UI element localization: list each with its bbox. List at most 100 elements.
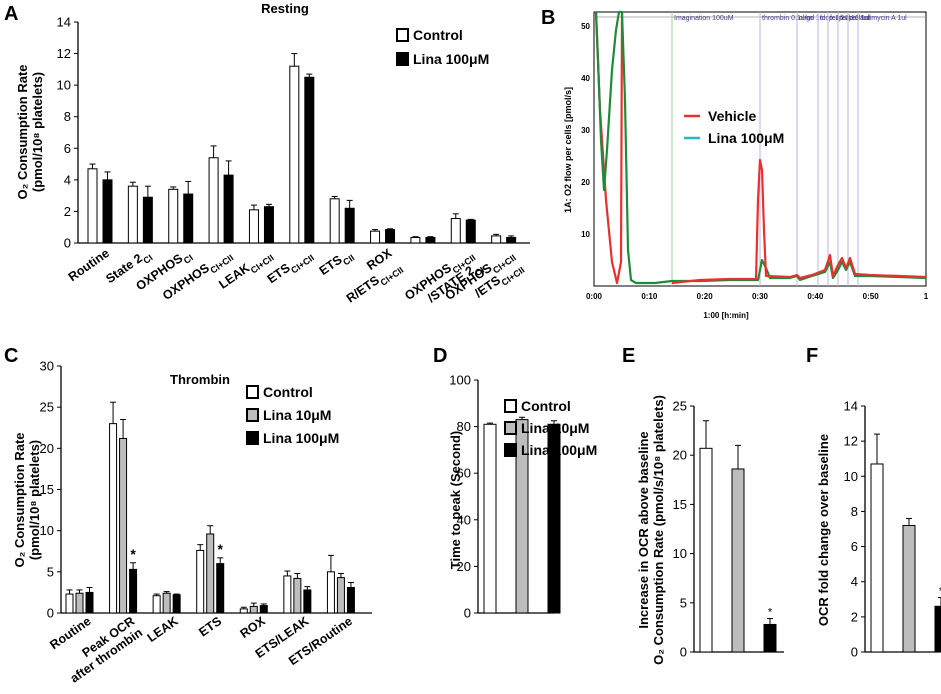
panel-d-legend-lina100-label: Lina 100μM — [521, 442, 597, 458]
panel-e-y-tick-label: 15 — [673, 497, 687, 512]
panel-f-y-tick-label: 10 — [844, 469, 858, 484]
panel-c-legend-lina100-label: Lina 100μM — [263, 430, 339, 446]
panel-c-bar-control — [196, 549, 205, 614]
panel-a-legend-lina100-swatch — [396, 52, 409, 66]
panel-a-bar-control — [248, 209, 259, 244]
panel-a-legend-lina100-label: Lina 100μM — [413, 51, 489, 67]
panel-e-y-tick-label: 25 — [673, 399, 687, 414]
panel-c-bar-lina10 — [75, 592, 84, 614]
panel-a-y-tick-label: 2 — [64, 204, 71, 219]
panel-d-legend-control-label: Control — [521, 398, 571, 414]
panel-b-x-tick-label: 0:00 — [586, 292, 603, 301]
panel-c-bar-lina10 — [293, 577, 302, 614]
panel-e-ylabel-group: Increase in OCR above baseline O₂ Consump… — [636, 395, 666, 665]
panel-b-annotation: Imagination 100uM — [674, 15, 734, 22]
panel-c-bar-lina100 — [129, 568, 138, 614]
panel-a-bar-lina100 — [183, 193, 194, 244]
panel-b-xlabel: 1:00 [h:min] — [703, 311, 749, 320]
panel-b-annotation-group: fccp-2 1ul — [830, 15, 861, 22]
panel-f-y-tick-label: 6 — [851, 539, 858, 554]
panel-a-category-group: ETSCII — [317, 246, 357, 281]
panel-e-bar-control — [699, 447, 713, 653]
panel-b-annotation: fccp-2 1ul — [830, 15, 861, 22]
panel-a-bar-control — [450, 218, 461, 244]
panel-b-x-tick-label: 1 — [924, 292, 929, 301]
panel-b-annotation: fccp-1 1ul — [820, 15, 851, 22]
panel-c-legend-lina10-label: Lina 10μM — [263, 407, 331, 423]
panel-c-y-tick-label: 30 — [40, 359, 54, 374]
panel-a-bar-control — [168, 188, 179, 244]
panel-d-y-tick-label: 60 — [457, 466, 471, 481]
panel-c-category-group: ROX — [238, 614, 269, 641]
panel-b-annotation: fccp-3 1ul — [840, 15, 871, 22]
panel-d-y-tick-label: 40 — [457, 512, 471, 527]
panel-c-bar-control — [152, 595, 161, 614]
panel-d-y-tick-label: 80 — [457, 419, 471, 434]
panel-a-letter: A — [4, 3, 18, 25]
panel-a-category-label: LEAKCI+CII — [216, 246, 275, 295]
panel-c-bar-lina100 — [346, 586, 355, 614]
panel-b-x-tick-label: 0:20 — [697, 292, 714, 301]
panel-b-y-tick-label: 10 — [581, 230, 590, 239]
panel-c-category-group: ETS — [196, 614, 224, 639]
panel-f-ylabel: OCR fold change over baseline — [816, 434, 831, 626]
panel-b-y-tick-label: 30 — [581, 126, 590, 135]
panel-a-bar-control — [370, 230, 381, 244]
panel-a-category-label: ETSCII — [317, 246, 357, 281]
panel-c-bar-control — [109, 423, 118, 614]
panel-c-legend-control-swatch — [246, 385, 259, 399]
panel-b-annotation-group: rot 1ul — [850, 15, 870, 22]
panel-a-bar-control — [410, 236, 421, 244]
panel-a-bar-control — [289, 65, 300, 244]
panel-a-bar-lina100 — [344, 207, 355, 244]
panel-c-bar-lina10 — [206, 533, 215, 614]
panel-f-y-tick-label: 14 — [844, 399, 858, 414]
panel-a-bar-lina100 — [465, 219, 476, 244]
panel-a-bar-control — [329, 198, 340, 244]
panel-a-bar-lina100 — [385, 229, 396, 244]
panel-e-letter: E — [622, 345, 635, 367]
panel-a-bar-lina100 — [506, 236, 517, 244]
panel-c-significance-star: * — [217, 541, 223, 557]
panel-b-trace-lina100 — [594, 10, 927, 285]
panel-b-annotation-group: thrombin 0.1u/ml — [762, 15, 815, 22]
panel-c-legend-control-label: Control — [263, 384, 313, 400]
panel-c-y-tick-label: 0 — [47, 606, 54, 621]
panel-a-bar-lina100 — [263, 206, 274, 244]
panel-f-letter: F — [806, 345, 818, 367]
panel-b-x-tick-label: 0:30 — [752, 292, 769, 301]
panel-e-y-tick-label: 10 — [673, 546, 687, 561]
panel-f-bar-lina10 — [902, 524, 916, 653]
panel-e-y-tick-label: 5 — [680, 595, 687, 610]
panel-c-legend-lina10-swatch — [246, 408, 259, 422]
panel-a-category-group: ETSCI+CII — [265, 253, 316, 287]
panel-b-annotation-group: Imagination 100uM — [674, 15, 734, 22]
panel-c-letter: C — [4, 345, 18, 367]
panel-c-bar-lina10 — [162, 592, 171, 614]
panel-c-category-group: LEAK — [145, 614, 181, 645]
panel-a-y-tick-label: 0 — [64, 236, 71, 251]
panel-b-y-tick-label: 20 — [581, 178, 590, 187]
panel-b-letter: B — [541, 7, 555, 29]
panel-e-ylabel: Increase in OCR above baseline — [636, 431, 651, 628]
panel-a-ylabel-group: O₂ Consumption Rate (pmol/10⁸ platelets) — [15, 64, 45, 199]
panel-a-legend-control-swatch — [396, 28, 409, 42]
panel-a-y-tick-label: 14 — [57, 15, 71, 30]
panel-c-category-label: LEAK — [145, 614, 181, 645]
panel-f-significance-star: * — [939, 586, 941, 598]
panel-c-bar-lina10 — [119, 437, 128, 614]
panel-c-bar-lina100 — [85, 591, 94, 614]
panel-c-ylabel-line2: (pmol/10⁸ platelets) — [27, 440, 42, 560]
panel-c-bar-control — [65, 593, 74, 614]
panel-a-bar-control — [491, 235, 502, 244]
panel-c-bar-control — [239, 608, 248, 614]
panel-b-annotation: oligo 1ul — [799, 15, 826, 22]
panel-c-bar-lina100 — [216, 563, 225, 614]
panel-f-y-tick-label: 2 — [851, 609, 858, 624]
panel-a-bar-lina100 — [425, 236, 436, 244]
panel-d-y-tick-label: 0 — [464, 606, 471, 621]
panel-f-ylabel-group: OCR fold change over baseline — [816, 434, 831, 626]
panel-b-y-tick-label: 50 — [581, 22, 590, 31]
panel-f-y-tick-label: 4 — [851, 574, 858, 589]
panel-b-x-tick-label: 0:50 — [863, 292, 880, 301]
